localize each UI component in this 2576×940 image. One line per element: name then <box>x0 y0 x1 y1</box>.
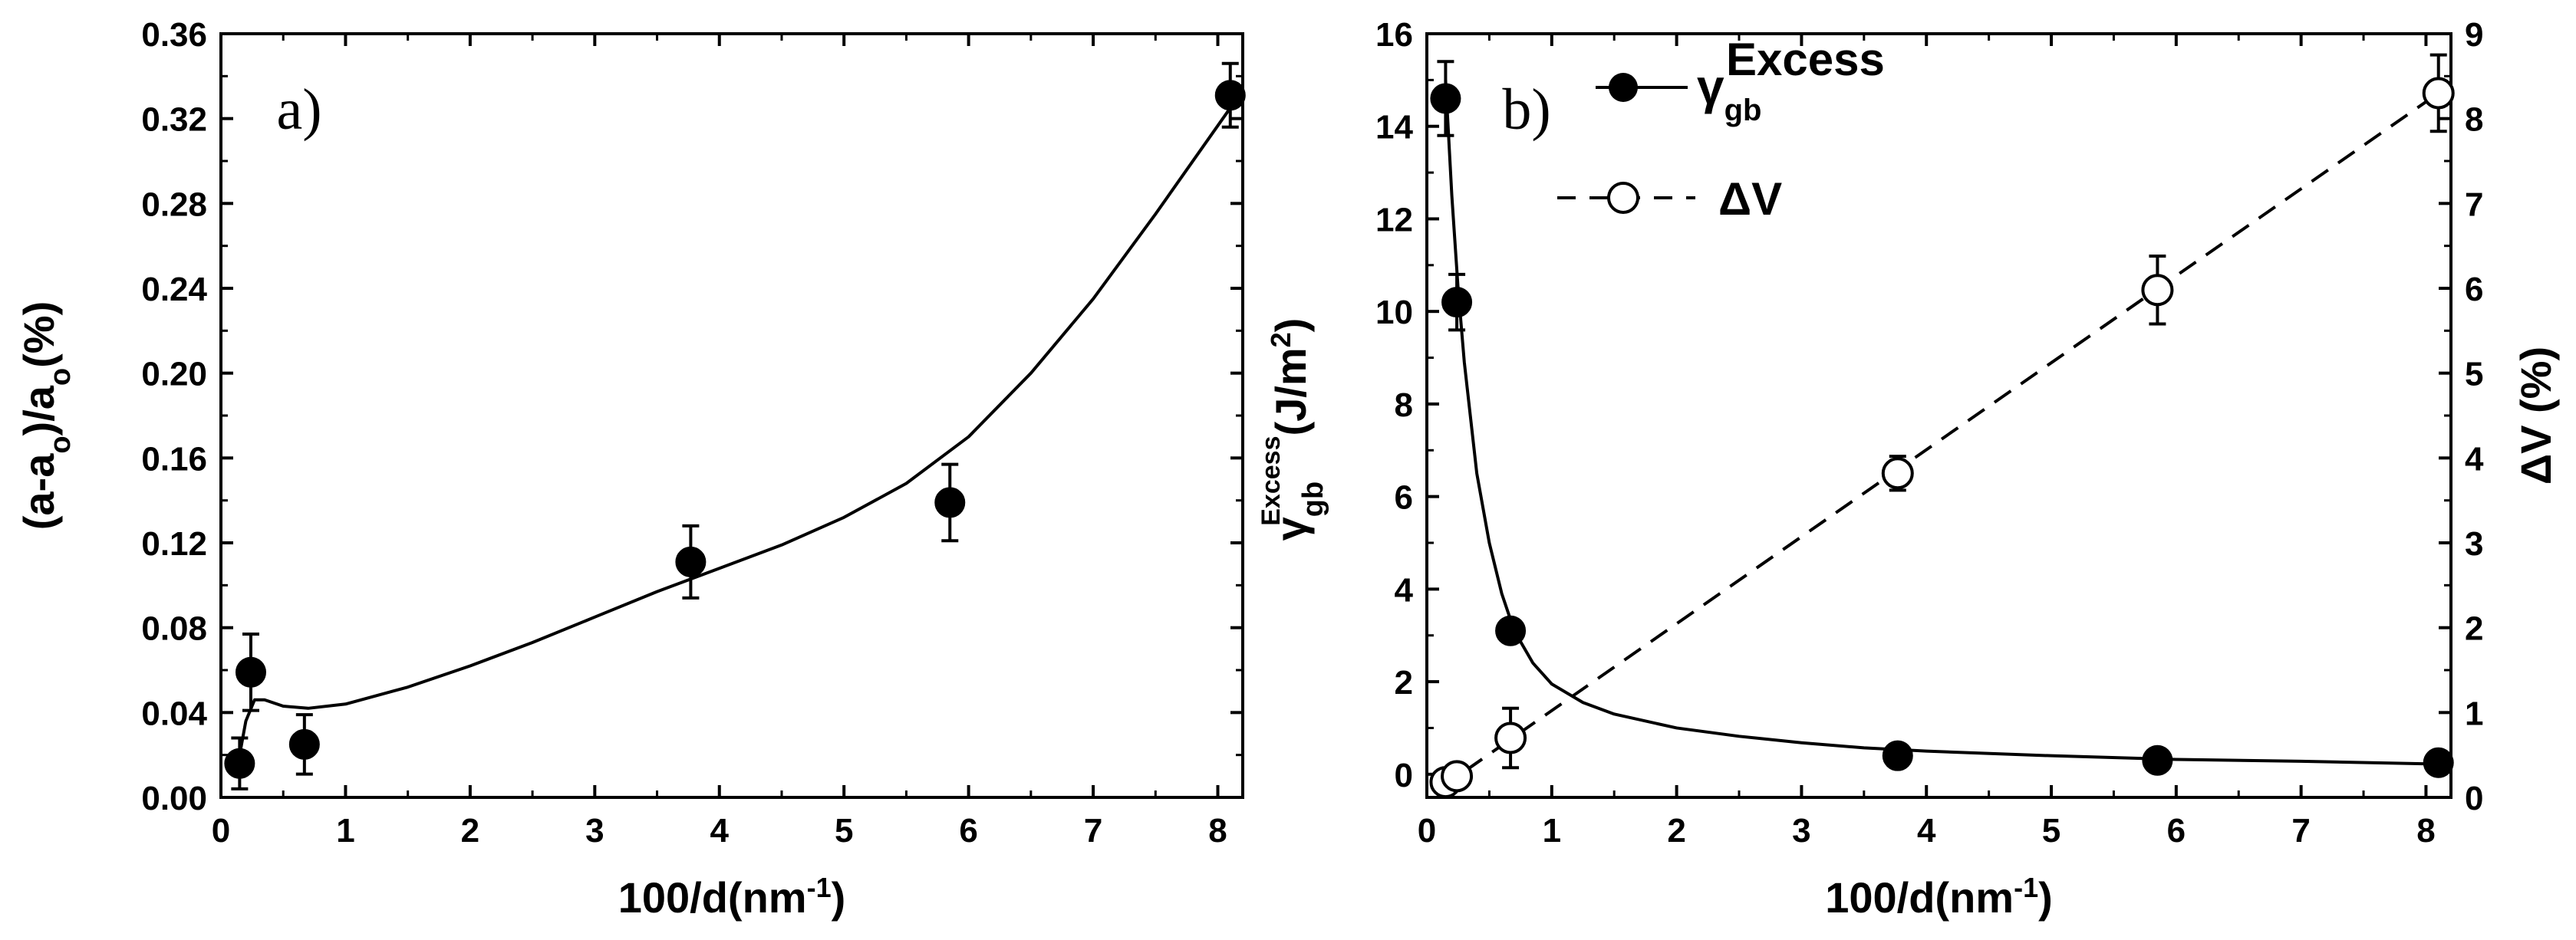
x-tick-label: 5 <box>835 812 853 850</box>
y-left-tick-label: 10 <box>1375 294 1413 331</box>
legend-marker-filled <box>1609 73 1638 102</box>
y-right-tick-label: 7 <box>2465 186 2483 223</box>
y-left-tick-label: 14 <box>1375 109 1413 146</box>
y-tick-label: 0.36 <box>141 16 207 54</box>
legend-label-dv: ΔV <box>1718 173 1782 225</box>
dv-data-point <box>1494 721 1527 754</box>
data-point <box>235 656 266 688</box>
gamma-data-point <box>1882 740 1913 771</box>
panel-a-plot: 0 1 2 3 4 5 6 7 8 0.00 0.04 0.08 0.12 0.16 0.20 0.24 0.2… <box>15 16 1246 922</box>
y-right-tick-label: 8 <box>2465 101 2483 139</box>
data-point <box>675 546 707 577</box>
plot-frame <box>219 32 1244 799</box>
gamma-data-point <box>2423 747 2454 778</box>
y-tick-label: 0.28 <box>141 186 207 223</box>
x-tick-label: 8 <box>2416 812 2435 850</box>
y-tick-label: 0.24 <box>141 271 207 308</box>
y-right-tick-label: 5 <box>2465 356 2483 393</box>
dv-data-point <box>1881 457 1914 490</box>
legend: γgbExcess ΔV <box>1557 34 1885 225</box>
legend-label-gamma: γgb <box>1697 59 1761 127</box>
x-tick-label: 0 <box>212 812 230 850</box>
fit-curve <box>238 107 1232 756</box>
y-left-tick-label: 4 <box>1395 571 1414 609</box>
gamma-data-point <box>1430 83 1461 114</box>
x-tick-label: 3 <box>585 812 604 850</box>
data-point <box>224 748 255 779</box>
x-axis-title: 100/d(nm-1) <box>1825 872 2053 922</box>
gamma-data-point <box>1441 287 1473 318</box>
x-axis-title: 100/d(nm-1) <box>618 872 846 922</box>
data-point <box>288 728 320 760</box>
y-tick-label: 0.04 <box>141 695 207 732</box>
y-tick-label: 0.20 <box>141 356 207 393</box>
dv-fit-line <box>1438 91 2439 790</box>
x-tick-label: 4 <box>710 812 730 850</box>
x-tick-label: 1 <box>336 812 354 850</box>
panel-label: b) <box>1502 77 1550 142</box>
x-tick-label: 4 <box>1917 812 1936 850</box>
dv-data-point <box>2141 274 2174 307</box>
x-tick-label: 1 <box>1543 812 1561 850</box>
y-left-tick-label: 16 <box>1375 16 1413 54</box>
x-tick-label: 8 <box>1208 812 1227 850</box>
y-tick-label: 0.32 <box>141 101 207 139</box>
y-right-tick-label: 1 <box>2465 695 2483 732</box>
y-left-tick-label: 2 <box>1395 664 1413 702</box>
x-tick-label: 2 <box>1667 812 1685 850</box>
panel-label: a) <box>276 77 321 142</box>
y-right-tick-label: 9 <box>2465 16 2483 54</box>
y-tick-label: 0.00 <box>141 780 207 817</box>
y-left-axis-title: γgbExcess(J/m2) <box>1257 318 1329 541</box>
y-left-tick-label: 6 <box>1395 479 1413 517</box>
x-tick-label: 6 <box>2167 812 2186 850</box>
y-tick-label: 0.08 <box>141 610 207 648</box>
x-tick-label: 6 <box>959 812 977 850</box>
y-tick-label: 0.12 <box>141 525 207 563</box>
gamma-data-point <box>2142 744 2173 776</box>
data-point <box>934 487 966 518</box>
x-tick-label: 2 <box>461 812 479 850</box>
y-left-tick-label: 0 <box>1395 757 1413 794</box>
y-right-tick-label: 3 <box>2465 525 2483 563</box>
x-tick-label: 7 <box>2291 812 2310 850</box>
legend-marker-open <box>1607 182 1639 214</box>
y-left-tick-label: 8 <box>1395 386 1413 424</box>
y-tick-label: 0.16 <box>141 440 207 478</box>
y-right-axis-title: ΔV (%) <box>2512 347 2560 485</box>
x-tick-label: 0 <box>1418 812 1436 850</box>
y-axis-title: (a-ao)/ao(%) <box>15 301 77 530</box>
dv-data-point <box>1441 760 1474 793</box>
plot-frame <box>1425 32 2452 799</box>
y-right-tick-label: 4 <box>2465 440 2484 478</box>
y-right-tick-label: 2 <box>2465 610 2483 648</box>
y-left-tick-label: 12 <box>1375 201 1413 238</box>
x-tick-label: 7 <box>1084 812 1102 850</box>
gamma-fit-curve <box>1444 80 2439 766</box>
dv-data-point <box>2422 77 2455 110</box>
x-tick-label: 3 <box>1792 812 1810 850</box>
x-tick-label: 5 <box>2042 812 2060 850</box>
gamma-data-point <box>1495 615 1527 646</box>
y-right-tick-label: 0 <box>2465 780 2483 817</box>
legend-label-gamma-sup: Excess <box>1726 34 1885 85</box>
data-point <box>1214 80 1246 111</box>
y-right-tick-label: 6 <box>2465 271 2483 308</box>
